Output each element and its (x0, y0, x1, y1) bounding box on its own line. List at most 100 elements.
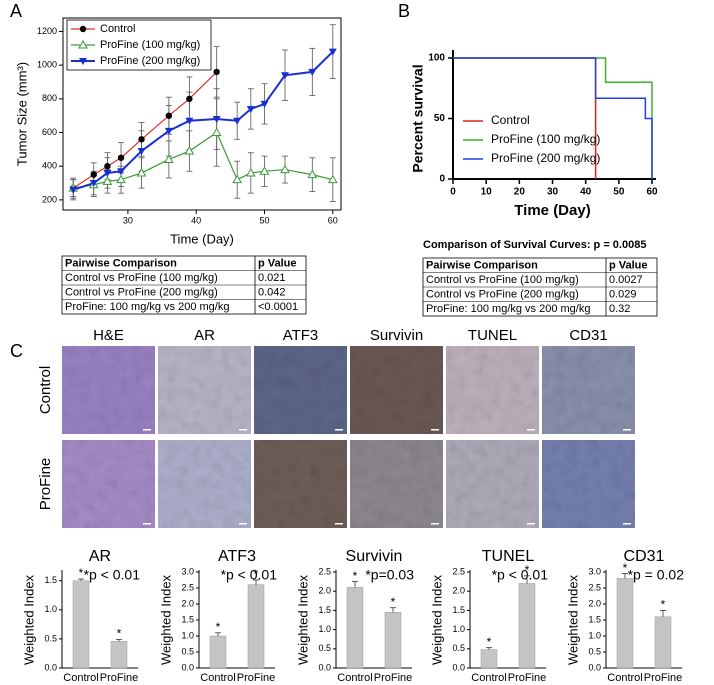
panel-label: C (10, 341, 23, 361)
y-tick-label: 0 (439, 174, 445, 185)
bar (110, 640, 128, 669)
bar (480, 649, 498, 669)
table-cell: <0.0001 (258, 301, 298, 313)
marker (184, 146, 195, 155)
x-axis-label: Time (Day) (170, 231, 234, 246)
y-tick-label: 1000 (37, 60, 57, 70)
y-tick-label: 3.0 (181, 566, 194, 576)
y-tick-label: 2.0 (588, 598, 601, 608)
x-tick-label: 40 (191, 215, 201, 225)
marker (246, 105, 255, 113)
annotation: *p = 0.02 (628, 567, 685, 583)
marker (117, 168, 126, 176)
scale-bar (143, 429, 151, 431)
error-bar (78, 578, 84, 581)
error-bar (622, 573, 628, 579)
micrograph-texture (446, 346, 539, 434)
table-cell: ProFine: 100 mg/kg vs 200 mg/kg (426, 303, 590, 315)
legend-label: ProFine (100 mg/kg) (100, 39, 200, 51)
panel-label: B (398, 1, 410, 21)
marker (280, 72, 289, 80)
bar (346, 587, 364, 669)
marker (69, 186, 78, 194)
plot-frame (62, 17, 342, 211)
marker (102, 176, 113, 185)
x-tick-label: Control (471, 672, 506, 684)
y-axis-label: Percent survival (410, 64, 426, 172)
x-tick-label: 20 (514, 187, 526, 198)
marker (185, 117, 194, 125)
y-tick-label: 100 (428, 53, 445, 64)
micrograph-texture (254, 440, 347, 528)
marker (89, 180, 98, 188)
error-bar (116, 639, 122, 642)
column-header: CD31 (569, 327, 607, 344)
column-header: AR (194, 327, 215, 344)
y-tick-label: 2.0 (318, 586, 331, 596)
annotation: *p=0.03 (365, 567, 414, 583)
scale-bar (527, 523, 535, 525)
y-tick-label: 1.5 (181, 614, 194, 624)
marker (213, 68, 220, 76)
y-tick-label: 0.5 (318, 643, 331, 653)
table-cell: ProFine: 100 mg/kg vs 200 mg/kg (65, 301, 229, 313)
marker (164, 127, 173, 135)
error-bar (352, 581, 358, 588)
scale-bar (623, 429, 631, 431)
significance-marker: * (254, 567, 259, 581)
column-header: ATF3 (283, 327, 319, 344)
y-tick-label: 0.0 (44, 662, 57, 672)
marker (259, 166, 270, 175)
bar (384, 612, 402, 669)
scale-bar (143, 523, 151, 525)
micrograph-texture (446, 440, 539, 528)
y-tick-label: 2.5 (452, 566, 465, 576)
y-axis-label: Weighted Index (429, 574, 444, 665)
marker (260, 100, 269, 108)
table-header: Pairwise Comparison (426, 260, 538, 272)
x-tick-label: 0 (450, 187, 456, 198)
micrograph-texture (542, 346, 635, 434)
y-tick-label: 400 (42, 161, 57, 171)
significance-marker: * (487, 635, 492, 649)
y-tick-label: 0.5 (181, 646, 194, 656)
y-axis-label: Tumor Size (mm³) (14, 62, 29, 166)
table-cell: Control vs ProFine (200 mg/kg) (426, 289, 579, 301)
y-tick-label: 1200 (37, 26, 57, 36)
bar (209, 635, 227, 669)
scale-bar (527, 429, 535, 431)
y-tick-label: 1.5 (588, 614, 601, 624)
error-bar (215, 632, 221, 636)
legend-label: Control (100, 23, 135, 35)
marker (137, 148, 146, 156)
x-tick-label: Control (200, 672, 235, 684)
x-tick-label: 60 (646, 187, 658, 198)
significance-marker: * (623, 561, 628, 575)
x-tick-label: ProFine (644, 672, 683, 684)
y-tick-label: 0.5 (452, 643, 465, 653)
significance-marker: * (216, 620, 221, 634)
y-tick-label: 1.0 (181, 630, 194, 640)
y-tick-label: 1.5 (452, 605, 465, 615)
marker (232, 174, 243, 184)
marker (90, 171, 97, 178)
y-tick-label: 1.0 (44, 604, 57, 614)
y-axis-label: Weighted Index (565, 574, 580, 665)
marker (307, 169, 318, 179)
x-tick-label: Control (607, 672, 642, 684)
micrograph-texture (62, 440, 155, 528)
y-tick-label: 2.0 (181, 598, 194, 608)
x-tick-label: ProFine (508, 672, 547, 684)
table-title: Comparison of Survival Curves: p = 0.008… (423, 239, 646, 251)
bar (247, 584, 265, 669)
scale-bar (335, 429, 343, 431)
bar (72, 580, 90, 669)
bar (518, 583, 536, 669)
y-tick-label: 2.5 (588, 582, 601, 592)
micrograph-texture (542, 440, 635, 528)
micrograph-texture (350, 440, 443, 528)
y-tick-label: 1.0 (318, 624, 331, 634)
legend-label: ProFine (100 mg/kg) (491, 132, 600, 146)
table-header: p Value (258, 258, 297, 270)
